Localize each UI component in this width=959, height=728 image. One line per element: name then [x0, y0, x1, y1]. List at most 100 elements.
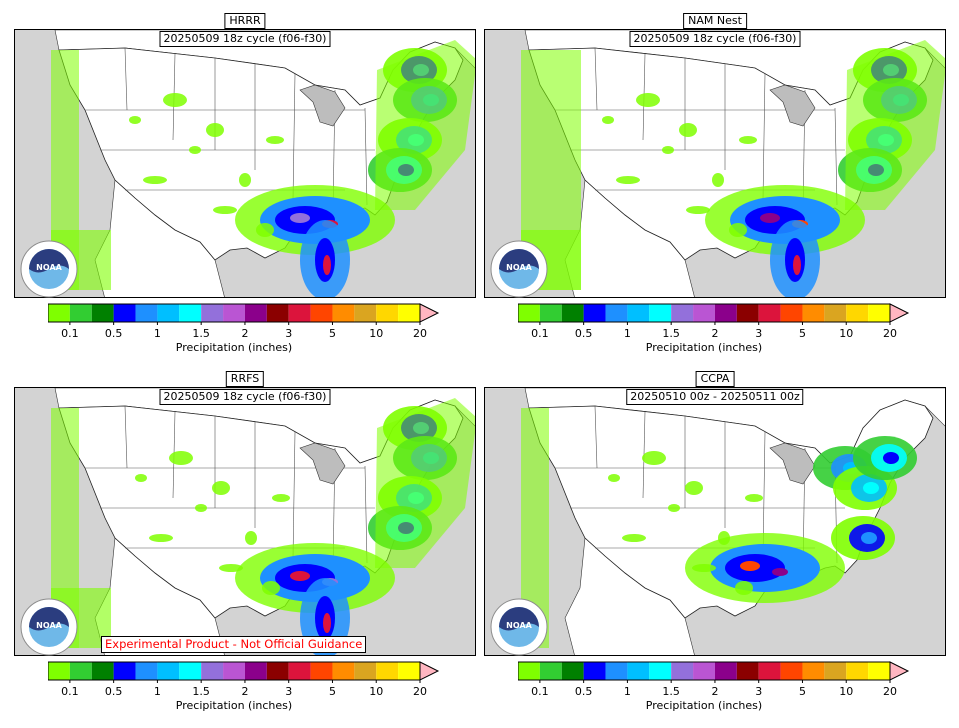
colorbar-segment [179, 662, 202, 680]
colorbar-tick-label: 1.5 [192, 685, 210, 698]
colorbar-segment [398, 304, 420, 322]
colorbar-segment [846, 304, 869, 322]
map-graphic [485, 30, 945, 297]
colorbar-tick-label: 10 [839, 685, 854, 698]
colorbar-segment [824, 662, 847, 680]
colorbar-extend-arrow [419, 303, 440, 323]
colorbar-segment [868, 662, 890, 680]
colorbar-segment [714, 662, 737, 680]
colorbar-segment [736, 662, 759, 680]
colorbar-label: Precipitation (inches) [645, 341, 763, 354]
model-title: RRFS [225, 371, 265, 387]
precip-map-ccpa [484, 387, 946, 656]
colorbar-tick-label: 2 [711, 685, 719, 698]
colorbar-tick-label: 2 [241, 327, 249, 340]
noaa-logo-icon: NOAA [20, 598, 78, 660]
model-title: CCPA [695, 371, 735, 387]
map-graphic [15, 30, 475, 297]
colorbar-segment [223, 662, 245, 680]
colorbar-tick-label: 5 [328, 327, 336, 340]
colorbar-tick-label: 2 [241, 685, 249, 698]
precip-map-hrrr [14, 29, 476, 298]
colorbar-tick-label: 3 [285, 327, 293, 340]
colorbar-tick-label: 0.1 [61, 685, 79, 698]
colorbar-tick-label: 20 [413, 685, 427, 698]
colorbar: 0.1 0.5 1 1.5 2 3 5 10 20 Precipitation (inches) [48, 661, 448, 712]
colorbar-segment [69, 662, 92, 680]
colorbar-segment [627, 304, 650, 322]
colorbar-segment [157, 304, 180, 322]
colorbar-segment [671, 662, 694, 680]
colorbar-segment [561, 304, 584, 322]
colorbar-segment [802, 662, 825, 680]
colorbar-segment [91, 304, 114, 322]
colorbar-segment [846, 662, 869, 680]
model-title: HRRR [224, 13, 266, 29]
precip-map-rrfs [14, 387, 476, 656]
colorbar-segment [332, 662, 355, 680]
colorbar-segment [244, 662, 267, 680]
colorbar-segment [693, 304, 715, 322]
colorbar-segment [113, 662, 136, 680]
logo-text: NOAA [36, 621, 62, 630]
colorbar-segment [157, 662, 180, 680]
colorbar-segment [244, 304, 267, 322]
colorbar-segment [649, 304, 672, 322]
colorbar-segment [780, 662, 803, 680]
noaa-logo-icon: NOAA [490, 240, 548, 302]
logo-text: NOAA [506, 621, 532, 630]
colorbar-segment [310, 662, 333, 680]
colorbar-segment [113, 304, 136, 322]
colorbar-tick-label: 1 [153, 685, 161, 698]
colorbar-segment [376, 662, 399, 680]
colorbar-segment [714, 304, 737, 322]
colorbar-segment [736, 304, 759, 322]
colorbar-segment [354, 662, 377, 680]
colorbar-segment [649, 662, 672, 680]
colorbar-tick-label: 20 [413, 327, 427, 340]
colorbar-extend-arrow [889, 661, 910, 681]
colorbar-segment [223, 304, 245, 322]
logo-text: NOAA [36, 263, 62, 272]
colorbar-tick-label: 0.1 [531, 685, 549, 698]
noaa-logo-icon: NOAA [490, 598, 548, 660]
colorbar-extend-arrow [889, 303, 910, 323]
colorbar-tick-label: 10 [369, 685, 384, 698]
colorbar-tick-label: 5 [798, 327, 806, 340]
experimental-warning: Experimental Product - Not Official Guid… [101, 636, 367, 653]
colorbar-segment [518, 662, 540, 680]
colorbar-segment [332, 304, 355, 322]
colorbar-tick-label: 1 [623, 685, 631, 698]
colorbar-segment [693, 662, 715, 680]
colorbar-segment [627, 662, 650, 680]
colorbar-tick-label: 1.5 [662, 327, 680, 340]
colorbar-segment [48, 304, 70, 322]
precip-map-nam-nest [484, 29, 946, 298]
colorbar-tick-label: 3 [755, 685, 763, 698]
colorbar-tick-label: 1.5 [192, 327, 210, 340]
cycle-label: 20250509 18z cycle (f06-f30) [159, 31, 331, 47]
colorbar-segment [605, 662, 628, 680]
colorbar-tick-label: 10 [839, 327, 854, 340]
colorbar-tick-label: 0.5 [104, 327, 123, 340]
colorbar-extend-arrow [419, 661, 440, 681]
colorbar-tick-label: 20 [883, 327, 897, 340]
colorbar-segment [288, 662, 311, 680]
colorbar-segment [539, 662, 562, 680]
colorbar-segment [266, 662, 289, 680]
cycle-label: 20250509 18z cycle (f06-f30) [629, 31, 801, 47]
model-title: NAM Nest [683, 13, 747, 29]
logo-text: NOAA [506, 263, 532, 272]
colorbar-tick-label: 0.5 [574, 327, 593, 340]
colorbar-segment [201, 304, 224, 322]
colorbar-segment [671, 304, 694, 322]
colorbar-segment [69, 304, 92, 322]
colorbar-segment [605, 304, 628, 322]
colorbar-segment [354, 304, 377, 322]
colorbar-segment [135, 304, 158, 322]
colorbar-segment [266, 304, 289, 322]
colorbar-label: Precipitation (inches) [645, 699, 763, 712]
colorbar-label: Precipitation (inches) [175, 699, 293, 712]
colorbar-tick-label: 0.1 [61, 327, 79, 340]
colorbar-segment [758, 662, 781, 680]
